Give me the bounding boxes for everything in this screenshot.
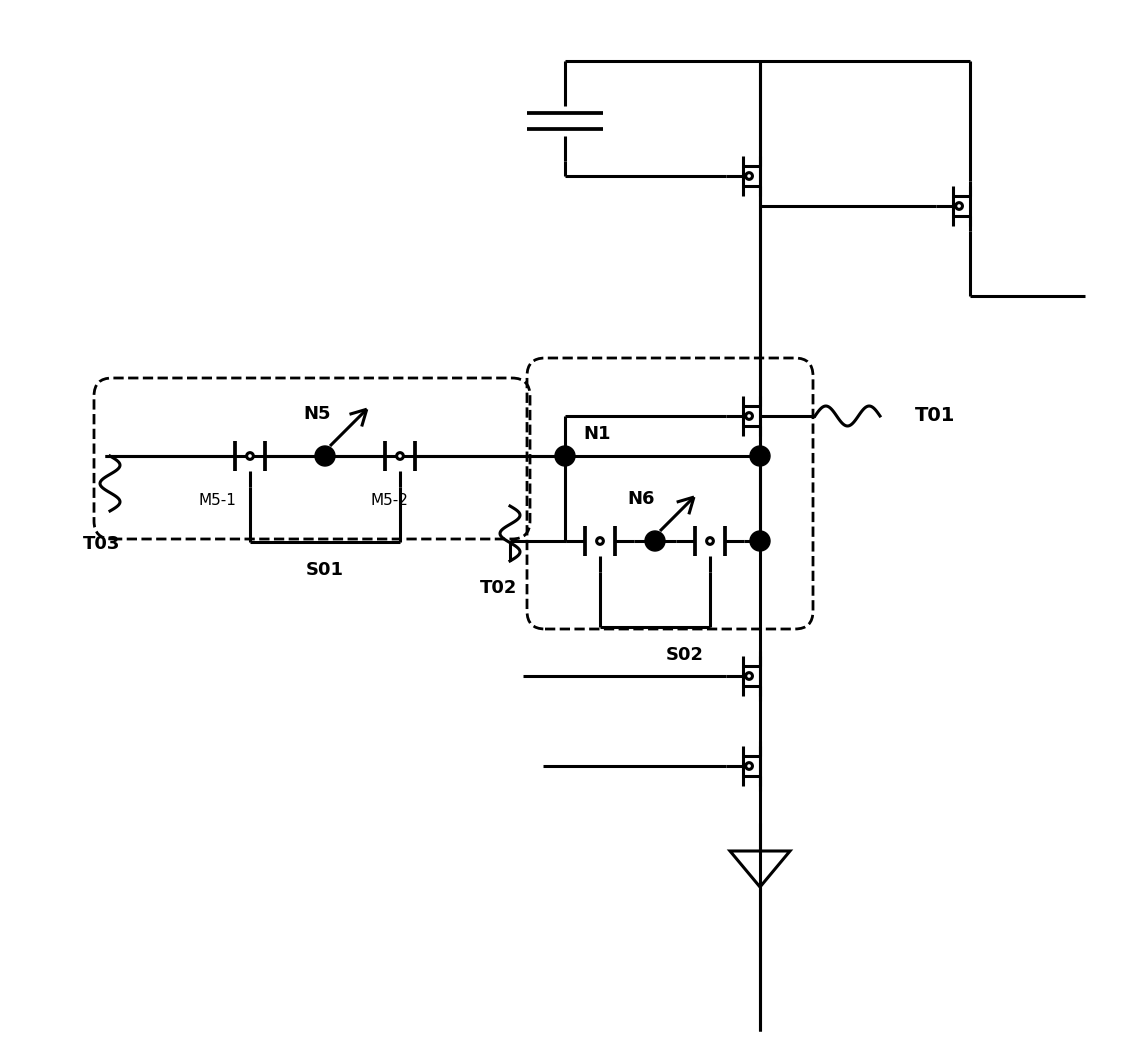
- Circle shape: [746, 763, 752, 769]
- Circle shape: [750, 530, 770, 551]
- Circle shape: [746, 673, 752, 679]
- Text: M5-1: M5-1: [198, 493, 236, 508]
- Text: S01: S01: [305, 561, 344, 579]
- Text: S02: S02: [666, 646, 704, 664]
- Circle shape: [555, 446, 575, 466]
- Text: T02: T02: [480, 579, 518, 597]
- Text: T01: T01: [915, 406, 956, 425]
- Text: T03: T03: [83, 535, 120, 553]
- Circle shape: [746, 173, 752, 179]
- Circle shape: [645, 530, 665, 551]
- Text: N5: N5: [303, 405, 331, 423]
- Circle shape: [956, 203, 962, 209]
- Circle shape: [750, 446, 770, 466]
- Text: N1: N1: [583, 425, 611, 443]
- Circle shape: [314, 446, 335, 466]
- Circle shape: [596, 538, 603, 544]
- Circle shape: [706, 538, 713, 544]
- Text: N6: N6: [627, 490, 655, 508]
- Text: M5-2: M5-2: [371, 493, 408, 508]
- Circle shape: [396, 453, 403, 459]
- Circle shape: [247, 453, 254, 459]
- Circle shape: [746, 413, 752, 419]
